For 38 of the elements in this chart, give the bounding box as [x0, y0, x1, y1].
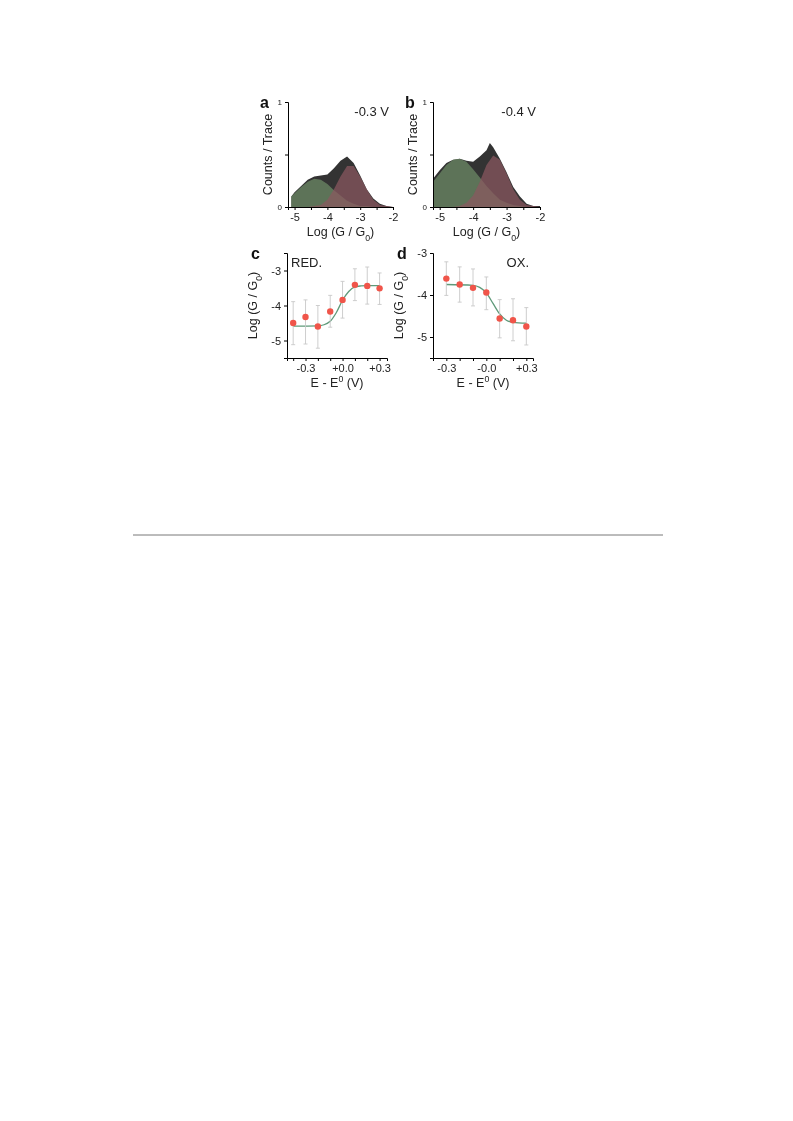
- y-tick-label: 0: [277, 203, 283, 213]
- text: a: [260, 94, 269, 111]
- x-tick-label: +0.3: [369, 361, 391, 374]
- text: b: [405, 94, 415, 111]
- y-tick-label: -4: [417, 289, 427, 302]
- y-tick-label: -4: [271, 299, 281, 312]
- y-axis-title: Counts / Trace: [406, 113, 420, 196]
- annotation: -0.4 V: [501, 104, 537, 119]
- y-tick-label: -5: [271, 334, 281, 347]
- annotation: -0.3 V: [354, 104, 390, 119]
- text: d: [397, 245, 407, 262]
- x-tick-label: -0.3: [437, 361, 457, 374]
- text: c: [251, 245, 260, 262]
- x-tick-label: -5: [435, 210, 446, 223]
- x-tick-label: +0.0: [332, 361, 354, 374]
- x-tick-label: -5: [290, 210, 300, 223]
- x-tick-label: -0.0: [477, 361, 497, 374]
- x-tick-label: -4: [468, 210, 479, 223]
- x-tick-label: -3: [502, 210, 512, 223]
- x-tick-label: -4: [322, 210, 333, 223]
- annotation: RED.: [291, 255, 323, 270]
- x-tick-label: -3: [355, 210, 366, 223]
- annotation: OX.: [506, 255, 529, 270]
- y-tick-label: -3: [271, 264, 281, 277]
- x-axis-title: Log (G / G$_{0}$): [452, 225, 521, 243]
- y-tick-label: 0: [422, 203, 428, 213]
- x-tick-label: -0.3: [296, 361, 316, 374]
- x-axis-title: Log (G / G$_{0}$): [306, 225, 375, 243]
- x-axis-title: E - E$^{0}$ (V): [456, 374, 510, 390]
- y-tick-label: -5: [417, 331, 427, 344]
- y-tick-label: -3: [417, 247, 427, 260]
- y-tick-label: 1: [422, 98, 428, 108]
- x-tick-label: -2: [535, 210, 546, 223]
- y-tick-label: 1: [277, 98, 283, 108]
- y-axis-title: Counts / Trace: [261, 113, 275, 196]
- x-axis-title: E - E$^{0}$ (V): [310, 374, 364, 390]
- x-tick-label: +0.3: [515, 361, 538, 374]
- x-tick-label: -2: [388, 210, 399, 223]
